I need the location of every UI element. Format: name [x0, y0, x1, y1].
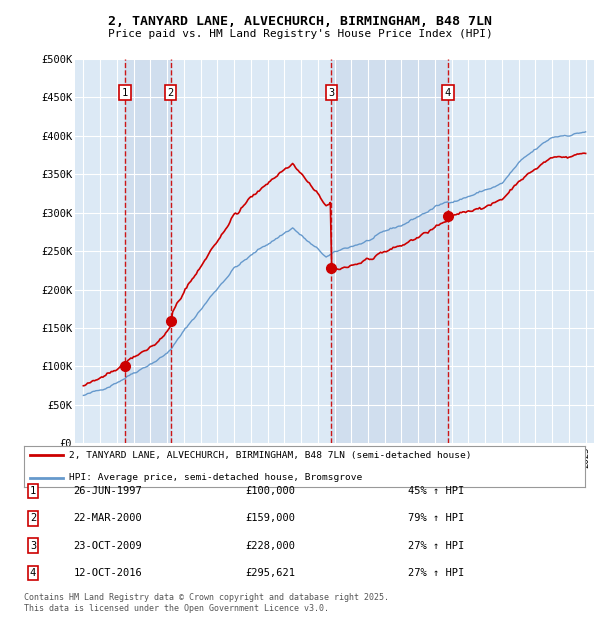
Text: £295,621: £295,621 — [245, 568, 295, 578]
Text: 1: 1 — [122, 87, 128, 98]
Text: 27% ↑ HPI: 27% ↑ HPI — [408, 541, 464, 551]
Text: HPI: Average price, semi-detached house, Bromsgrove: HPI: Average price, semi-detached house,… — [69, 473, 362, 482]
Text: 3: 3 — [328, 87, 334, 98]
Text: 4: 4 — [445, 87, 451, 98]
Text: Price paid vs. HM Land Registry's House Price Index (HPI): Price paid vs. HM Land Registry's House … — [107, 29, 493, 39]
Text: Contains HM Land Registry data © Crown copyright and database right 2025.
This d: Contains HM Land Registry data © Crown c… — [24, 593, 389, 613]
Bar — [125, 59, 171, 443]
Text: 2, TANYARD LANE, ALVECHURCH, BIRMINGHAM, B48 7LN: 2, TANYARD LANE, ALVECHURCH, BIRMINGHAM,… — [108, 16, 492, 28]
Text: 2: 2 — [167, 87, 174, 98]
Text: £100,000: £100,000 — [245, 486, 295, 496]
Text: 22-MAR-2000: 22-MAR-2000 — [74, 513, 142, 523]
Text: 23-OCT-2009: 23-OCT-2009 — [74, 541, 142, 551]
Text: 79% ↑ HPI: 79% ↑ HPI — [408, 513, 464, 523]
Text: 2, TANYARD LANE, ALVECHURCH, BIRMINGHAM, B48 7LN (semi-detached house): 2, TANYARD LANE, ALVECHURCH, BIRMINGHAM,… — [69, 451, 472, 460]
Text: 3: 3 — [30, 541, 36, 551]
Text: 45% ↑ HPI: 45% ↑ HPI — [408, 486, 464, 496]
Text: 27% ↑ HPI: 27% ↑ HPI — [408, 568, 464, 578]
Text: 2: 2 — [30, 513, 36, 523]
Text: 12-OCT-2016: 12-OCT-2016 — [74, 568, 142, 578]
Text: £228,000: £228,000 — [245, 541, 295, 551]
Bar — [331, 59, 448, 443]
Text: 1: 1 — [30, 486, 36, 496]
Text: £159,000: £159,000 — [245, 513, 295, 523]
Text: 26-JUN-1997: 26-JUN-1997 — [74, 486, 142, 496]
Text: 4: 4 — [30, 568, 36, 578]
